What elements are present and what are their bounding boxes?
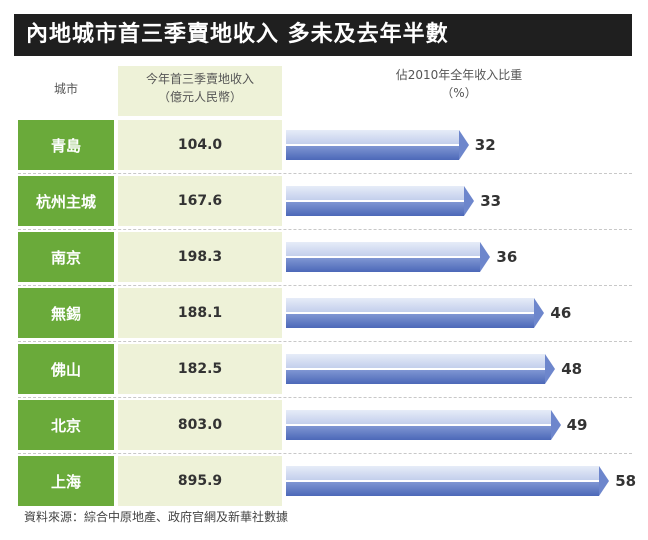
share-value-label: 58: [615, 472, 637, 490]
share-bar-highlight: [286, 466, 600, 480]
table-row: 南京 198.3 36: [18, 232, 632, 282]
share-bar: [286, 242, 492, 272]
share-bar-highlight: [286, 298, 535, 312]
chart-title: 內地城市首三季賣地收入 多未及去年半數: [14, 14, 632, 56]
share-value-label: 32: [474, 136, 496, 154]
share-bar-fill: [286, 258, 481, 272]
share-bar-fill: [286, 426, 551, 440]
revenue-value: 104.0: [118, 120, 282, 170]
revenue-value: 803.0: [118, 400, 282, 450]
header-revenue-line1: 今年首三季賣地收入: [145, 72, 254, 86]
header-revenue-line2: （億元人民幣）: [157, 90, 242, 104]
share-bar-highlight: [286, 242, 481, 256]
share-bar-fill: [286, 202, 465, 216]
share-bar: [286, 410, 563, 440]
revenue-value: 182.5: [118, 344, 282, 394]
city-label: 南京: [18, 232, 114, 282]
share-bar-fill: [286, 370, 546, 384]
share-bar-fill: [286, 314, 535, 328]
table-row: 杭州主城 167.6 33: [18, 176, 632, 226]
table-row: 青島 104.0 32: [18, 120, 632, 170]
city-label: 無錫: [18, 288, 114, 338]
row-divider: [18, 397, 632, 398]
revenue-value: 167.6: [118, 176, 282, 226]
row-divider: [18, 341, 632, 342]
table-row: 上海 895.9 58: [18, 456, 636, 506]
city-label: 上海: [18, 456, 114, 506]
city-label: 北京: [18, 400, 114, 450]
share-bar: [286, 354, 557, 384]
share-bar-highlight: [286, 354, 546, 368]
row-divider: [18, 173, 632, 174]
table-row: 無錫 188.1 46: [18, 288, 632, 338]
header-share-line2: （%）: [441, 86, 477, 100]
share-bar-fill: [286, 146, 459, 160]
share-bar: [286, 298, 546, 328]
share-bar-highlight: [286, 130, 459, 144]
share-bar-arrow: [545, 354, 556, 384]
share-value-label: 33: [480, 192, 502, 210]
share-bar-arrow: [480, 242, 491, 272]
share-value-label: 48: [561, 360, 583, 378]
header-city: 城市: [53, 82, 78, 96]
share-bar-arrow: [464, 186, 475, 216]
share-bar-arrow: [458, 130, 469, 160]
table-row: 北京 803.0 49: [18, 400, 632, 450]
row-divider: [18, 453, 632, 454]
source-note: 資料來源：綜合中原地產、政府官網及新華社數據: [24, 510, 289, 524]
header-share: 佔2010年全年收入比重 （%）: [286, 66, 632, 102]
header-revenue: 今年首三季賣地收入 （億元人民幣）: [118, 66, 282, 116]
table-row: 佛山 182.5 48: [18, 344, 632, 394]
row-divider: [18, 285, 632, 286]
share-bar-fill: [286, 482, 600, 496]
share-bar-arrow: [550, 410, 561, 440]
share-bar: [286, 130, 471, 160]
share-value-label: 36: [496, 248, 518, 266]
share-bar-arrow: [534, 298, 545, 328]
share-bar-highlight: [286, 410, 551, 424]
share-value-label: 46: [550, 304, 572, 322]
share-bar-arrow: [599, 466, 610, 496]
revenue-value: 188.1: [118, 288, 282, 338]
header-share-line1: 佔2010年全年收入比重: [395, 68, 523, 82]
city-label: 佛山: [18, 344, 114, 394]
share-bar-highlight: [286, 186, 465, 200]
revenue-value: 198.3: [118, 232, 282, 282]
share-bar: [286, 466, 611, 496]
share-bar: [286, 186, 476, 216]
share-value-label: 49: [566, 416, 588, 434]
row-divider: [18, 229, 632, 230]
city-label: 杭州主城: [18, 176, 114, 226]
revenue-value: 895.9: [118, 456, 282, 506]
city-label: 青島: [18, 120, 114, 170]
